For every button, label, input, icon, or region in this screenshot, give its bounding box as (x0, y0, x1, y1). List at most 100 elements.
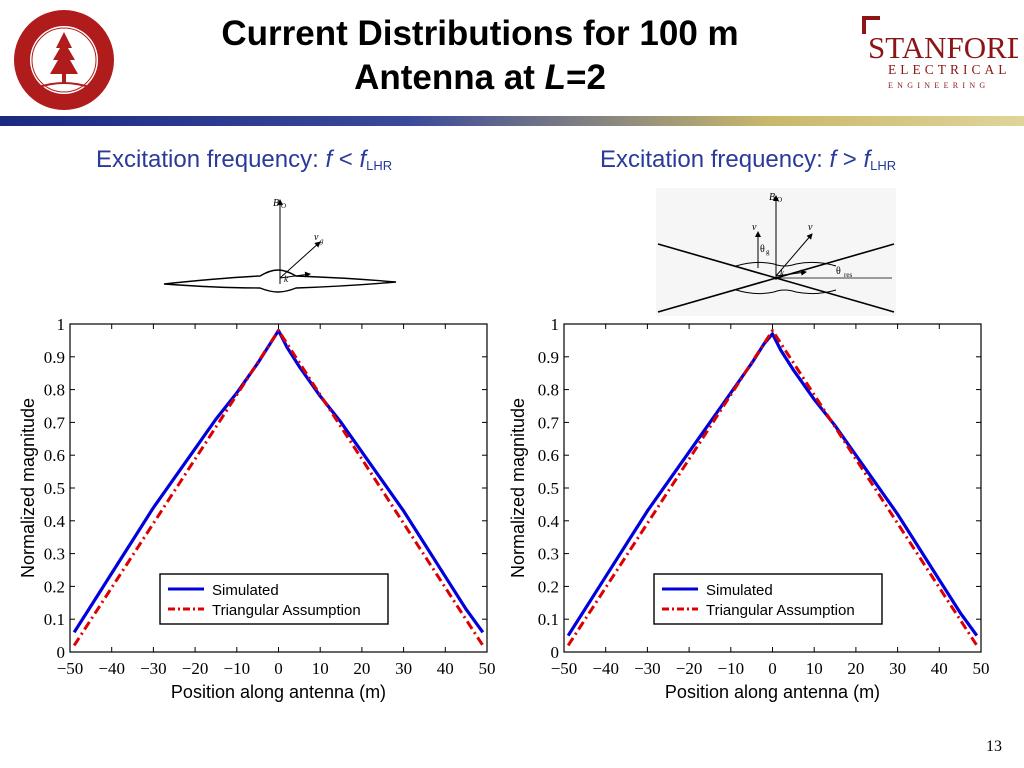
logo-word-1: STANFORD (868, 30, 1018, 65)
theta-res-label: θ (836, 266, 841, 277)
vg-label-left: v (314, 232, 319, 243)
subhead-right-op: > (836, 146, 864, 173)
x-tick-label: −40 (592, 659, 619, 678)
y-tick-label: 0.5 (538, 479, 559, 498)
b-label-right: B (769, 192, 775, 203)
subhead-left-sub: LHR (366, 158, 393, 173)
y-tick-label: 0 (551, 643, 560, 662)
subhead-left-op: < (332, 146, 360, 173)
y-tick-label: 0.5 (44, 479, 65, 498)
x-tick-label: 40 (931, 659, 948, 678)
theta-g-sub: g (766, 248, 770, 256)
x-tick-label: 0 (768, 659, 777, 678)
subhead-left-label: Excitation frequency: (96, 146, 326, 173)
y-tick-label: 0 (57, 643, 66, 662)
x-tick-label: 50 (479, 659, 496, 678)
y-tick-label: 0.2 (44, 577, 65, 596)
title-line-2: Antenna at L=2 (140, 56, 820, 100)
subhead-right-f2: f (863, 146, 871, 173)
y-axis-label: Normalized magnitude (18, 398, 38, 578)
subhead-right-sub: LHR (870, 158, 897, 173)
vg-sub-left: g (320, 237, 324, 245)
subhead-left-f2: f (359, 146, 367, 173)
x-tick-label: 0 (274, 659, 283, 678)
subhead-left: Excitation frequency: f < fLHR (96, 146, 392, 174)
y-tick-label: 0.7 (538, 413, 560, 432)
legend-label: Simulated (706, 582, 773, 599)
b-sub-right: O (777, 196, 782, 204)
theta-res-sub: res (844, 271, 852, 279)
current-distribution-chart-left: −50 −40 −30 −20 −10 0 10 20 30 40 50 0 0.1 0.2 0.3 0.4 0… (18, 315, 496, 702)
title-line-1: Current Distributions for 100 m (221, 14, 739, 53)
header-divider (0, 116, 1024, 126)
x-tick-label: 10 (806, 659, 823, 678)
current-distribution-chart-right: −50 −40 −30 −20 −10 0 10 20 30 40 50 0 0.1 0.2 0.3 0.4 0… (508, 315, 990, 702)
x-tick-label: −30 (140, 659, 167, 678)
y-tick-label: 0.9 (538, 348, 559, 367)
x-tick-label: 20 (353, 659, 370, 678)
x-tick-label: −40 (98, 659, 125, 678)
page-number: 13 (986, 738, 1002, 755)
legend-box (653, 573, 883, 625)
x-axis-label: Position along antenna (m) (665, 682, 880, 702)
inset-diagram-right: B O v v θ g k θ res (656, 188, 896, 316)
x-tick-label: −10 (718, 659, 745, 678)
x-tick-label: −50 (551, 659, 578, 678)
legend-label: Triangular Assumption (706, 602, 855, 619)
x-tick-label: 10 (312, 659, 329, 678)
y-tick-label: 0.8 (538, 381, 559, 400)
y-tick-label: 0.1 (44, 610, 65, 629)
y-axis-label: Normalized magnitude (508, 398, 528, 578)
x-tick-label: −10 (224, 659, 251, 678)
x-tick-label: −50 (57, 659, 84, 678)
b-label-left: B (273, 198, 279, 209)
x-tick-label: 30 (889, 659, 906, 678)
inset-diagram-left: B O v g k (163, 198, 397, 293)
y-tick-label: 0.4 (538, 512, 560, 531)
y-tick-label: 0.3 (44, 545, 65, 564)
logo-word-3: ENGINEERING (888, 81, 990, 90)
legend-box (159, 573, 389, 625)
y-tick-label: 0.8 (44, 381, 65, 400)
series-line-simulated (566, 332, 979, 637)
subhead-right: Excitation frequency: f > fLHR (600, 146, 896, 174)
subhead-right-label: Excitation frequency: (600, 146, 830, 173)
wave-lower (735, 289, 837, 295)
stanford-seal-logo (14, 10, 114, 110)
vg-arrow-left (279, 241, 321, 279)
k-arrow-left (279, 271, 311, 279)
x-tick-label: 20 (847, 659, 864, 678)
y-tick-label: 0.9 (44, 348, 65, 367)
x-tick-label: −20 (182, 659, 209, 678)
x-tick-label: 40 (437, 659, 454, 678)
legend-label: Simulated (212, 582, 279, 599)
y-tick-label: 0.7 (44, 413, 66, 432)
y-tick-label: 1 (57, 315, 66, 334)
title-line-2-text: Antenna at (354, 58, 545, 97)
y-tick-label: 0.2 (538, 577, 559, 596)
x-tick-label: 50 (973, 659, 990, 678)
b-sub-left: O (281, 202, 286, 210)
x-axis-label: Position along antenna (m) (171, 682, 386, 702)
y-tick-label: 0.1 (538, 610, 559, 629)
x-tick-label: 30 (395, 659, 412, 678)
title-line-2-italic: L (544, 58, 567, 97)
stanford-ee-logo: STANFORD ELECTRICAL ENGINEERING (862, 16, 1018, 90)
x-tick-label: −30 (634, 659, 661, 678)
theta-g-label: θ (760, 244, 765, 255)
slide-title: Current Distributions for 100 m Antenna … (140, 12, 820, 100)
subhead-right-f: f (829, 146, 837, 173)
title-line-2-suffix: =2 (566, 58, 606, 97)
series-line-triangular (566, 329, 979, 647)
y-tick-label: 0.6 (44, 446, 65, 465)
k-arrow-right (775, 269, 807, 277)
x-tick-label: −20 (676, 659, 703, 678)
legend-label: Triangular Assumption (212, 602, 361, 619)
y-tick-label: 0.4 (44, 512, 66, 531)
y-tick-label: 0.6 (538, 446, 559, 465)
subhead-left-f: f (325, 146, 333, 173)
resonance-cone-shape-left (163, 269, 397, 293)
k-label-right: k (780, 268, 785, 278)
vg-label-right-1: v (752, 222, 757, 233)
logo-word-2: ELECTRICAL (888, 62, 1011, 77)
